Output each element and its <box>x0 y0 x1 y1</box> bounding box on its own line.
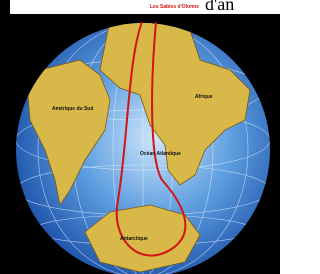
left-border <box>0 0 10 274</box>
ocean-label: Océan Atlantique <box>140 151 181 157</box>
header-text: d'an <box>205 0 234 14</box>
map-image: d'an Les Sables d'Olonne Afrique Amériqu… <box>0 0 280 274</box>
antarctica-label: Antarctique <box>120 236 148 242</box>
south-america-label: Amérique du Sud <box>52 106 93 112</box>
africa-label: Afrique <box>195 94 213 100</box>
destination-label: Les Sables d'Olonne <box>150 4 199 10</box>
page: d'an Les Sables d'Olonne Afrique Amériqu… <box>0 0 280 274</box>
